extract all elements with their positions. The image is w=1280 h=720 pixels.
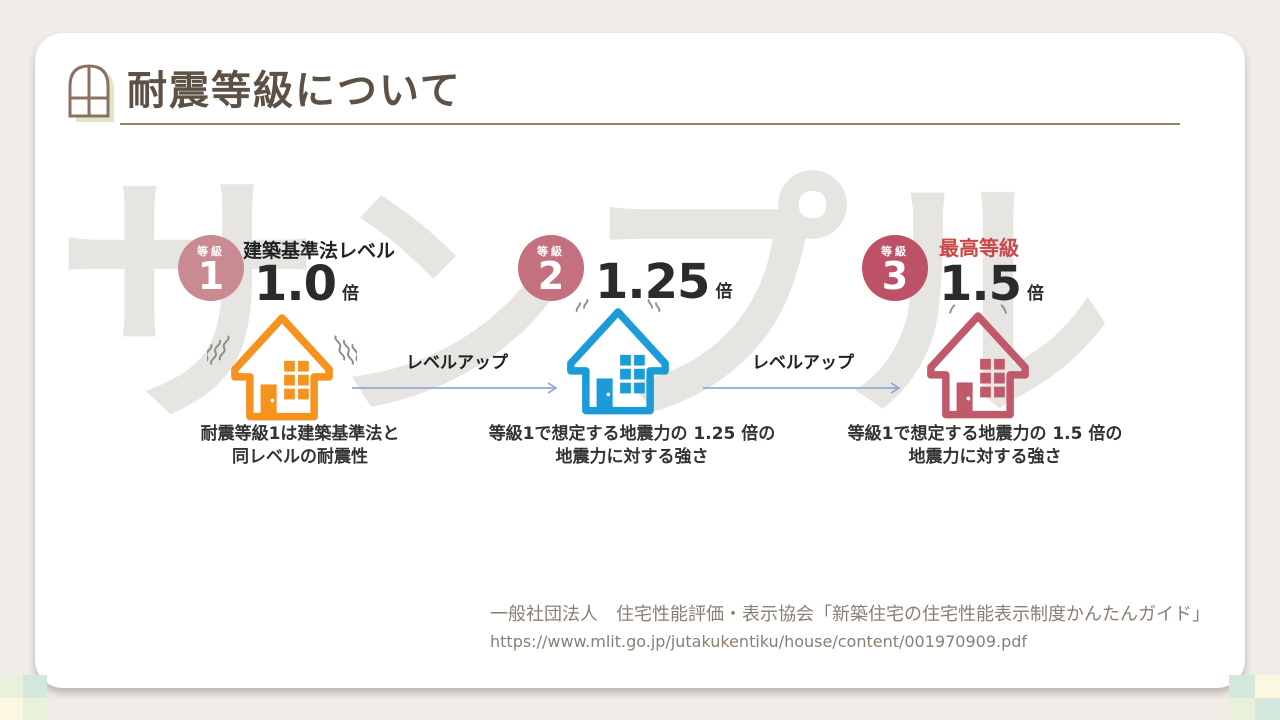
grade-3-factor-value: 1.5 — [939, 256, 1022, 312]
source-attribution: 一般社団法人 住宅性能評価・表示協会「新築住宅の住宅性能表示制度かんたんガイド」… — [490, 603, 1245, 653]
grade-1-factor: 1.0 倍 — [254, 256, 360, 312]
grade-1-factor-unit: 倍 — [342, 284, 360, 304]
grade-3-factor-unit: 倍 — [1027, 284, 1045, 304]
window-icon — [62, 60, 124, 130]
title-underline — [120, 123, 1180, 125]
grade-3-factor: 1.5 倍 — [939, 256, 1045, 312]
grade-1-badge-number: 1 — [197, 254, 225, 298]
grade-2-badge: 等級 2 — [518, 235, 584, 301]
shake-lines-medium-icon — [575, 298, 661, 313]
levelup-label-1: レベルアップ — [406, 353, 508, 373]
levelup-arrow-1 — [352, 379, 562, 398]
grade-1-badge: 等級 1 — [178, 235, 244, 301]
corner-square-bottom-left-3 — [0, 698, 23, 720]
grade-3-house-icon — [903, 301, 1053, 425]
grade-3-description: 等級1で想定する地震力の 1.5 倍の 地震力に対する強さ — [815, 423, 1155, 469]
grade-3-badge-label: 等級 — [881, 245, 909, 258]
right-arrow-icon — [703, 382, 901, 394]
page-title: 耐震等級について — [127, 68, 462, 114]
grade-2-factor: 1.25 倍 — [595, 254, 733, 310]
levelup-arrow-2 — [703, 379, 905, 398]
grade-1-description-line1: 耐震等級1は建築基準法と — [200, 424, 400, 444]
source-url: https://www.mlit.go.jp/jutakukentiku/hou… — [490, 632, 1028, 651]
corner-square-bottom-left-1 — [0, 675, 23, 698]
corner-square-bottom-right-1 — [1229, 675, 1255, 698]
grade-3-badge-number: 3 — [881, 254, 909, 298]
grade-1-headline: 建築基準法レベル — [243, 240, 396, 262]
grade-3-headline: 最高等級 — [939, 236, 1019, 260]
shake-lines-light-icon — [949, 304, 1007, 314]
grade-1-factor-value: 1.0 — [254, 256, 337, 312]
grade-1-house-icon — [201, 303, 363, 427]
grade-2-description: 等級1で想定する地震力の 1.25 倍の 地震力に対する強さ — [462, 423, 802, 469]
grade-1-badge-label: 等級 — [197, 245, 225, 258]
grade-2-factor-unit: 倍 — [715, 282, 733, 302]
slide-card: サンプル 耐震等級について 等級 1 建築基準法レベル 1.0 倍 — [35, 33, 1245, 688]
corner-square-bottom-right-4 — [1255, 698, 1280, 720]
grade-2-house-icon — [543, 297, 693, 421]
grade-3-description-line2: 地震力に対する強さ — [908, 447, 1062, 467]
right-arrow-icon — [352, 382, 558, 394]
grade-2-factor-value: 1.25 — [595, 254, 710, 310]
corner-square-bottom-left-2 — [23, 675, 47, 698]
corner-square-bottom-right-3 — [1229, 698, 1255, 720]
grade-2-description-line1: 等級1で想定する地震力の 1.25 倍の — [488, 424, 776, 444]
source-text: 一般社団法人 住宅性能評価・表示協会「新築住宅の住宅性能表示制度かんたんガイド」 — [490, 604, 1210, 625]
grade-3-description-line1: 等級1で想定する地震力の 1.5 倍の — [847, 424, 1123, 444]
levelup-label-2: レベルアップ — [752, 353, 854, 373]
corner-square-bottom-left-4 — [23, 698, 47, 720]
grade-2-badge-number: 2 — [537, 254, 565, 298]
shake-lines-strong-icon — [201, 335, 363, 370]
corner-square-bottom-right-2 — [1255, 675, 1280, 698]
grade-1-description: 耐震等級1は建築基準法と 同レベルの耐震性 — [130, 423, 470, 469]
grade-3-badge: 等級 3 — [862, 235, 928, 301]
grade-1-description-line2: 同レベルの耐震性 — [232, 447, 368, 467]
grade-2-badge-label: 等級 — [537, 245, 565, 258]
grade-2-description-line2: 地震力に対する強さ — [555, 447, 709, 467]
